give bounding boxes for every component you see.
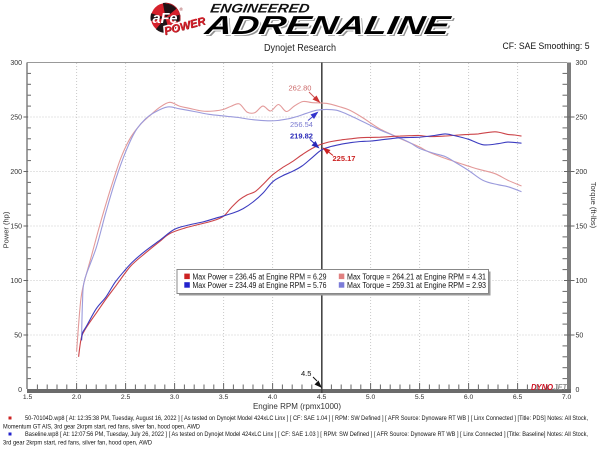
svg-text:2.0: 2.0 — [72, 394, 82, 401]
svg-text:50: 50 — [14, 333, 22, 340]
svg-text:7.0: 7.0 — [562, 394, 572, 401]
svg-text:3.5: 3.5 — [219, 394, 229, 401]
svg-text:ADRENALINE: ADRENALINE — [204, 12, 457, 42]
svg-text:3.0: 3.0 — [170, 394, 180, 401]
svg-text:6.5: 6.5 — [513, 394, 523, 401]
svg-text:150: 150 — [576, 224, 588, 231]
svg-text:5.0: 5.0 — [366, 394, 376, 401]
svg-text:262.80: 262.80 — [289, 84, 312, 93]
svg-text:ADRENALINE: ADRENALINE — [202, 10, 455, 40]
svg-text:4.5: 4.5 — [317, 394, 327, 401]
svg-text:200: 200 — [576, 169, 588, 176]
svg-text:3rd gear 2krpm start, red fans: 3rd gear 2krpm start, red fans, silver f… — [3, 440, 152, 447]
svg-text:4.0: 4.0 — [268, 394, 278, 401]
svg-text:1.5: 1.5 — [23, 394, 33, 401]
svg-text:250: 250 — [576, 115, 588, 122]
svg-text:ENGINEERED: ENGINEERED — [209, 2, 310, 16]
svg-text:300: 300 — [10, 60, 22, 67]
svg-text:200: 200 — [10, 169, 22, 176]
svg-text:0: 0 — [576, 387, 580, 394]
svg-text:JET: JET — [554, 382, 568, 392]
svg-text:Max Power = 234.49 at Engine R: Max Power = 234.49 at Engine RPM = 5.76 — [193, 281, 327, 290]
svg-text:100: 100 — [576, 278, 588, 285]
svg-text:Torque (ft-lbs): Torque (ft-lbs) — [589, 182, 598, 229]
svg-text:Power (hp): Power (hp) — [2, 211, 11, 248]
svg-text:150: 150 — [10, 224, 22, 231]
svg-text:100: 100 — [10, 278, 22, 285]
svg-text:DYNO: DYNO — [531, 382, 553, 392]
svg-text:219.82: 219.82 — [290, 132, 313, 141]
svg-text:6.0: 6.0 — [464, 394, 474, 401]
svg-text:50: 50 — [576, 333, 584, 340]
svg-text:®: ® — [180, 6, 184, 12]
svg-text:ADRENALINE: ADRENALINE — [202, 10, 455, 40]
svg-text:aFe: aFe — [153, 11, 178, 27]
svg-text:225.17: 225.17 — [333, 154, 356, 163]
svg-text:Engine RPM (rpmx1000): Engine RPM (rpmx1000) — [253, 402, 341, 411]
svg-text:Max Torque = 264.21 at Engine: Max Torque = 264.21 at Engine RPM = 4.31 — [347, 272, 486, 281]
svg-text:4.5: 4.5 — [301, 369, 311, 378]
svg-text:Baseline.wp8 [ At: 12:07:56 PM: Baseline.wp8 [ At: 12:07:56 PM, Tuesday,… — [25, 431, 588, 438]
svg-text:0: 0 — [18, 387, 22, 394]
svg-text:CF: SAE Smoothing: 5: CF: SAE Smoothing: 5 — [503, 41, 590, 52]
svg-text:256.54: 256.54 — [290, 120, 313, 129]
svg-text:300: 300 — [576, 60, 588, 67]
svg-text:50-70104D.wp8 [ At: 12:35:38 P: 50-70104D.wp8 [ At: 12:35:38 PM, Tuesday… — [25, 415, 588, 422]
svg-text:250: 250 — [10, 115, 22, 122]
svg-text:Dynojet Research: Dynojet Research — [264, 43, 336, 54]
svg-text:Max Torque = 259.31 at Engine: Max Torque = 259.31 at Engine RPM = 2.93 — [347, 281, 486, 290]
svg-text:Max Power = 236.45 at Engine R: Max Power = 236.45 at Engine RPM = 6.29 — [193, 272, 327, 281]
svg-text:Momentum GT AIS, 3rd gear 2krp: Momentum GT AIS, 3rd gear 2krpm start, r… — [3, 424, 200, 431]
svg-text:5.5: 5.5 — [415, 394, 425, 401]
svg-text:2.5: 2.5 — [121, 394, 131, 401]
